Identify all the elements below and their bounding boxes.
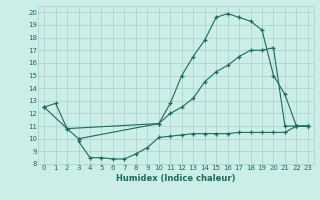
X-axis label: Humidex (Indice chaleur): Humidex (Indice chaleur) xyxy=(116,174,236,183)
